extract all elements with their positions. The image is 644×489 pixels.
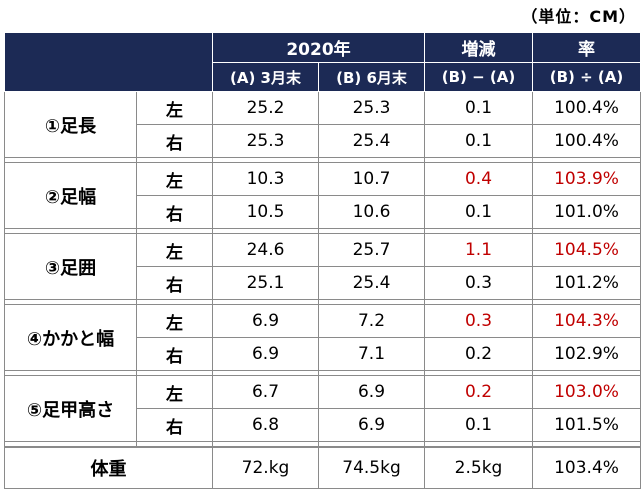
table-row: 右 6.8 6.9 0.1 101.5% bbox=[5, 408, 642, 442]
header-col-b: (B) 6月末 bbox=[317, 62, 426, 92]
value-rate: 104.5% bbox=[532, 233, 642, 267]
value-rate: 101.2% bbox=[532, 266, 642, 300]
spacer-cell bbox=[317, 157, 426, 163]
group-spacer bbox=[4, 157, 642, 163]
value-b: 25.3 bbox=[317, 91, 426, 125]
table-row: ⑤足甲高さ左 6.7 6.9 0.2 103.0% bbox=[4, 375, 642, 442]
value-diff: 0.2 bbox=[424, 375, 534, 409]
group-spacer bbox=[4, 228, 642, 234]
header-rate: 率 bbox=[532, 32, 642, 63]
value-rate: 104.3% bbox=[532, 304, 642, 338]
value-b: 10.7 bbox=[317, 162, 426, 196]
value-rate: 101.5% bbox=[532, 408, 642, 442]
header-diff-formula: (B) − (A) bbox=[424, 62, 534, 92]
value-b: 25.4 bbox=[317, 266, 426, 300]
value-diff: 0.1 bbox=[424, 195, 534, 229]
value-a: 6.9 bbox=[212, 304, 319, 338]
side-label: 右 bbox=[136, 408, 213, 442]
value-a: 6.8 bbox=[212, 408, 319, 442]
value-a: 25.1 bbox=[212, 266, 319, 300]
value-diff: 0.3 bbox=[424, 304, 534, 338]
header-diff: 増減 bbox=[424, 32, 534, 63]
table-row: ③足囲左 24.6 25.7 1.1 104.5% bbox=[4, 233, 642, 300]
value-a: 10.3 bbox=[212, 162, 319, 196]
table-row: 右 25.1 25.4 0.3 101.2% bbox=[5, 266, 642, 300]
table-body: ①足長左 25.2 25.3 0.1 100.4% 右 25.3 25.4 0.1 100.4% ②… bbox=[4, 91, 642, 489]
value-b: 7.2 bbox=[317, 304, 426, 338]
measurement-table: 2020年 増減 率 (A) 3月末 (B) 6月末 (B) − (A) (B)… bbox=[4, 32, 642, 489]
value-b: 25.4 bbox=[317, 124, 426, 158]
table-row: 右 25.3 25.4 0.1 100.4% bbox=[5, 124, 642, 158]
side-label: 右 bbox=[136, 195, 213, 229]
group-label: ⑤足甲高さ bbox=[4, 375, 137, 442]
group-label: ②足幅 bbox=[4, 162, 137, 229]
spacer-cell bbox=[317, 228, 426, 234]
header-corner bbox=[4, 32, 213, 92]
header-year: 2020年 bbox=[211, 32, 426, 63]
value-b: 25.7 bbox=[317, 233, 426, 267]
side-label: 右 bbox=[136, 266, 213, 300]
weight-rate: 103.4% bbox=[532, 446, 642, 489]
spacer-cell bbox=[317, 370, 426, 376]
group-spacer bbox=[4, 299, 642, 305]
header-rate-formula: (B) ÷ (A) bbox=[532, 62, 642, 92]
value-a: 25.3 bbox=[212, 124, 319, 158]
weight-b: 74.5kg bbox=[317, 446, 426, 489]
group-label: ①足長 bbox=[4, 91, 137, 158]
value-rate: 100.4% bbox=[532, 124, 642, 158]
value-diff: 0.1 bbox=[424, 408, 534, 442]
value-diff: 0.2 bbox=[424, 337, 534, 371]
value-diff: 0.4 bbox=[424, 162, 534, 196]
side-label: 左 bbox=[136, 375, 213, 409]
value-diff: 0.3 bbox=[424, 266, 534, 300]
group-label: ④かかと幅 bbox=[4, 304, 137, 371]
side-label: 右 bbox=[136, 337, 213, 371]
weight-diff: 2.5kg bbox=[424, 446, 534, 489]
table-row: 右 10.5 10.6 0.1 101.0% bbox=[5, 195, 642, 229]
value-b: 6.9 bbox=[317, 408, 426, 442]
value-a: 6.9 bbox=[212, 337, 319, 371]
value-rate: 102.9% bbox=[532, 337, 642, 371]
side-label: 左 bbox=[136, 304, 213, 338]
spacer-cell bbox=[532, 370, 642, 376]
unit-label: （単位：CM） bbox=[521, 7, 636, 26]
side-label: 左 bbox=[136, 162, 213, 196]
value-a: 25.2 bbox=[212, 91, 319, 125]
side-label: 左 bbox=[136, 91, 213, 125]
table-row: 右 6.9 7.1 0.2 102.9% bbox=[5, 337, 642, 371]
table-row: ①足長左 25.2 25.3 0.1 100.4% bbox=[4, 91, 642, 158]
value-b: 7.1 bbox=[317, 337, 426, 371]
side-label: 左 bbox=[136, 233, 213, 267]
value-a: 6.7 bbox=[212, 375, 319, 409]
table-row: ④かかと幅左 6.9 7.2 0.3 104.3% bbox=[4, 304, 642, 371]
value-a: 10.5 bbox=[212, 195, 319, 229]
group-spacer bbox=[4, 370, 642, 376]
weight-a: 72.kg bbox=[212, 446, 319, 489]
value-rate: 103.0% bbox=[532, 375, 642, 409]
group-label: ③足囲 bbox=[4, 233, 137, 300]
weight-row: 体重 72.kg 74.5kg 2.5kg 103.4% bbox=[4, 446, 642, 489]
table-row: ②足幅左 10.3 10.7 0.4 103.9% bbox=[4, 162, 642, 229]
side-label: 右 bbox=[136, 124, 213, 158]
value-diff: 0.1 bbox=[424, 91, 534, 125]
value-diff: 0.1 bbox=[424, 124, 534, 158]
value-b: 10.6 bbox=[317, 195, 426, 229]
value-rate: 101.0% bbox=[532, 195, 642, 229]
spacer-cell bbox=[317, 299, 426, 305]
value-rate: 100.4% bbox=[532, 91, 642, 125]
value-rate: 103.9% bbox=[532, 162, 642, 196]
weight-label: 体重 bbox=[4, 446, 213, 489]
spacer-cell bbox=[532, 157, 642, 163]
spacer-cell bbox=[532, 228, 642, 234]
spacer-cell bbox=[532, 299, 642, 305]
value-a: 24.6 bbox=[212, 233, 319, 267]
header-col-a: (A) 3月末 bbox=[212, 62, 319, 92]
value-diff: 1.1 bbox=[424, 233, 534, 267]
value-b: 6.9 bbox=[317, 375, 426, 409]
